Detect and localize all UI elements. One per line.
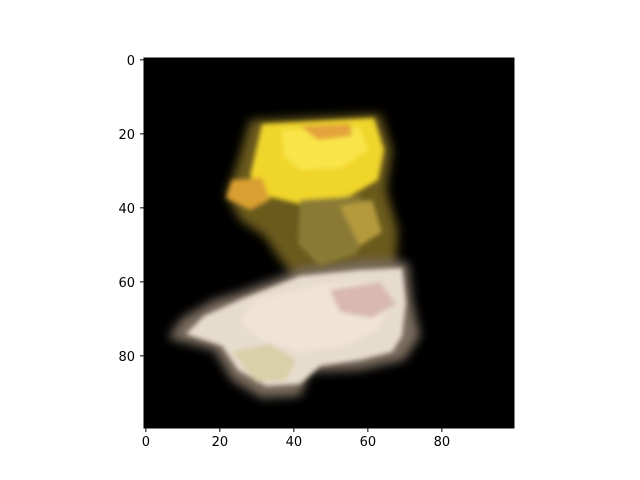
x-tick-label: 60	[360, 435, 377, 450]
x-tick-label: 40	[286, 435, 303, 450]
y-tick-label: 80	[118, 350, 135, 365]
y-tick-label: 60	[118, 276, 135, 291]
y-tick-label: 20	[118, 128, 135, 143]
plot-area	[143, 57, 515, 429]
x-tick-label: 20	[212, 435, 229, 450]
x-tick-label: 80	[434, 435, 451, 450]
x-tick-label: 0	[142, 435, 150, 450]
y-tick-label: 40	[118, 202, 135, 217]
image-content	[168, 114, 420, 398]
y-tick-label: 0	[127, 54, 135, 69]
axes-frame	[143, 57, 515, 429]
x-axis: 0 20 40 60 80	[142, 428, 450, 450]
y-axis: 0 20 40 60 80	[118, 54, 144, 365]
